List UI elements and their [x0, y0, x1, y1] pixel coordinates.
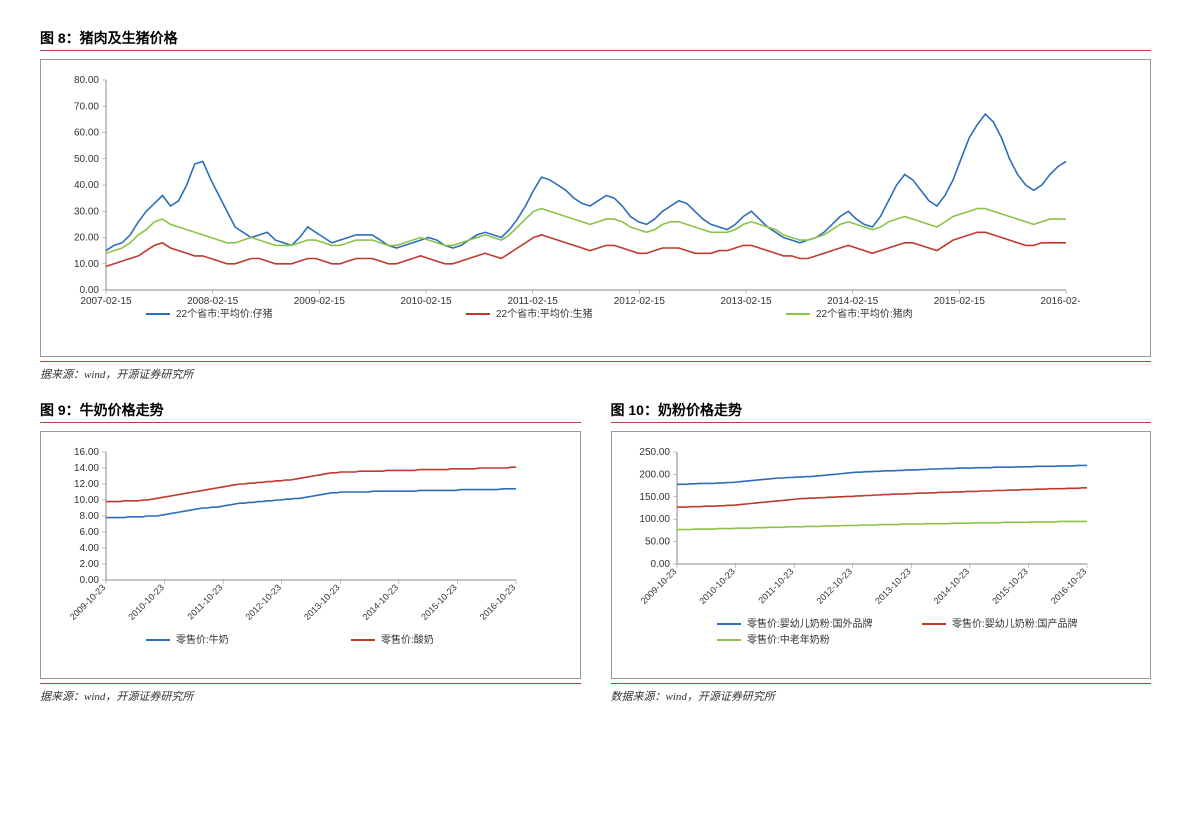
svg-text:零售价:婴幼儿奶粉:国外品牌: 零售价:婴幼儿奶粉:国外品牌	[747, 617, 873, 630]
chart9-source: 据来源：wind，开源证券研究所	[40, 683, 581, 704]
svg-text:2009-10-23: 2009-10-23	[638, 566, 678, 606]
svg-text:2013-10-23: 2013-10-23	[873, 566, 913, 606]
chart10-container: 0.00 50.00 100.00 150.00 200.00 250.00 2009-10…	[611, 431, 1152, 679]
svg-text:2016-10-23: 2016-10-23	[1048, 566, 1088, 606]
svg-text:40.00: 40.00	[74, 180, 99, 191]
chart8-source: 据来源：wind，开源证券研究所	[40, 361, 1151, 382]
svg-text:2009-10-23: 2009-10-23	[68, 582, 108, 622]
svg-text:2010-10-23: 2010-10-23	[697, 566, 737, 606]
svg-text:150.00: 150.00	[639, 492, 670, 503]
svg-text:22个省市:平均价:猪肉: 22个省市:平均价:猪肉	[816, 307, 913, 320]
svg-text:2016-02-15: 2016-02-15	[1040, 296, 1081, 307]
chart10-title: 图 10：奶粉价格走势	[611, 400, 1152, 423]
svg-text:100.00: 100.00	[639, 514, 670, 525]
svg-text:2014-02-15: 2014-02-15	[827, 296, 879, 307]
chart10-svg: 0.00 50.00 100.00 150.00 200.00 250.00 2009-10…	[632, 442, 1102, 672]
svg-text:零售价:牛奶: 零售价:牛奶	[176, 633, 229, 646]
svg-text:零售价:酸奶: 零售价:酸奶	[381, 633, 434, 646]
svg-text:200.00: 200.00	[639, 469, 670, 480]
svg-text:8.00: 8.00	[80, 511, 100, 522]
svg-text:20.00: 20.00	[74, 233, 99, 244]
svg-text:零售价:婴幼儿奶粉:国产品牌: 零售价:婴幼儿奶粉:国产品牌	[952, 617, 1078, 630]
chart9-container: 0.00 2.00 4.00 6.00 8.00 10.00 12.00 14.00 16.00…	[40, 431, 581, 679]
svg-text:12.00: 12.00	[74, 479, 99, 490]
svg-text:2009-02-15: 2009-02-15	[294, 296, 346, 307]
svg-text:2011-02-15: 2011-02-15	[507, 296, 558, 307]
svg-text:0.00: 0.00	[80, 575, 100, 586]
svg-text:2015-10-23: 2015-10-23	[419, 582, 459, 622]
svg-text:2.00: 2.00	[80, 559, 100, 570]
svg-text:22个省市:平均价:生猪: 22个省市:平均价:生猪	[496, 307, 593, 320]
svg-text:2014-10-23: 2014-10-23	[361, 582, 401, 622]
svg-text:30.00: 30.00	[74, 206, 99, 217]
svg-text:2013-10-23: 2013-10-23	[302, 582, 342, 622]
svg-text:50.00: 50.00	[74, 154, 99, 165]
svg-text:10.00: 10.00	[74, 259, 99, 270]
svg-text:2012-10-23: 2012-10-23	[814, 566, 854, 606]
svg-text:250.00: 250.00	[639, 447, 670, 458]
svg-text:10.00: 10.00	[74, 495, 99, 506]
svg-text:2014-10-23: 2014-10-23	[931, 566, 971, 606]
svg-text:70.00: 70.00	[74, 101, 99, 112]
svg-text:2010-02-15: 2010-02-15	[400, 296, 452, 307]
svg-text:14.00: 14.00	[74, 463, 99, 474]
svg-text:50.00: 50.00	[644, 537, 669, 548]
svg-text:22个省市:平均价:仔猪: 22个省市:平均价:仔猪	[176, 307, 273, 320]
chart9-title: 图 9：牛奶价格走势	[40, 400, 581, 423]
chart8-title: 图 8：猪肉及生猪价格	[40, 28, 1151, 51]
svg-text:2011-10-23: 2011-10-23	[185, 582, 224, 621]
svg-text:2007-02-15: 2007-02-15	[80, 296, 132, 307]
chart10-source: 数据来源：wind，开源证券研究所	[611, 683, 1152, 704]
svg-text:2008-02-15: 2008-02-15	[187, 296, 239, 307]
svg-text:0.00: 0.00	[650, 559, 670, 570]
svg-text:2013-02-15: 2013-02-15	[720, 296, 772, 307]
svg-text:2011-10-23: 2011-10-23	[756, 566, 795, 605]
chart8-container: 0.00 10.00 20.00 30.00 40.00 50.00 60.00 70.00 8…	[40, 59, 1151, 357]
svg-text:2016-10-23: 2016-10-23	[478, 582, 518, 622]
svg-text:零售价:中老年奶粉: 零售价:中老年奶粉	[747, 633, 830, 646]
chart8-svg: 0.00 10.00 20.00 30.00 40.00 50.00 60.00 70.00 8…	[61, 70, 1081, 350]
svg-text:60.00: 60.00	[74, 128, 99, 139]
svg-text:4.00: 4.00	[80, 543, 100, 554]
svg-text:16.00: 16.00	[74, 447, 99, 458]
svg-text:2012-10-23: 2012-10-23	[243, 582, 283, 622]
svg-text:2015-02-15: 2015-02-15	[934, 296, 986, 307]
svg-text:2012-02-15: 2012-02-15	[614, 296, 666, 307]
svg-text:80.00: 80.00	[74, 75, 99, 86]
svg-text:6.00: 6.00	[80, 527, 100, 538]
chart9-svg: 0.00 2.00 4.00 6.00 8.00 10.00 12.00 14.00 16.00…	[61, 442, 531, 672]
svg-text:2015-10-23: 2015-10-23	[990, 566, 1030, 606]
svg-text:0.00: 0.00	[80, 285, 100, 296]
svg-text:2010-10-23: 2010-10-23	[126, 582, 166, 622]
